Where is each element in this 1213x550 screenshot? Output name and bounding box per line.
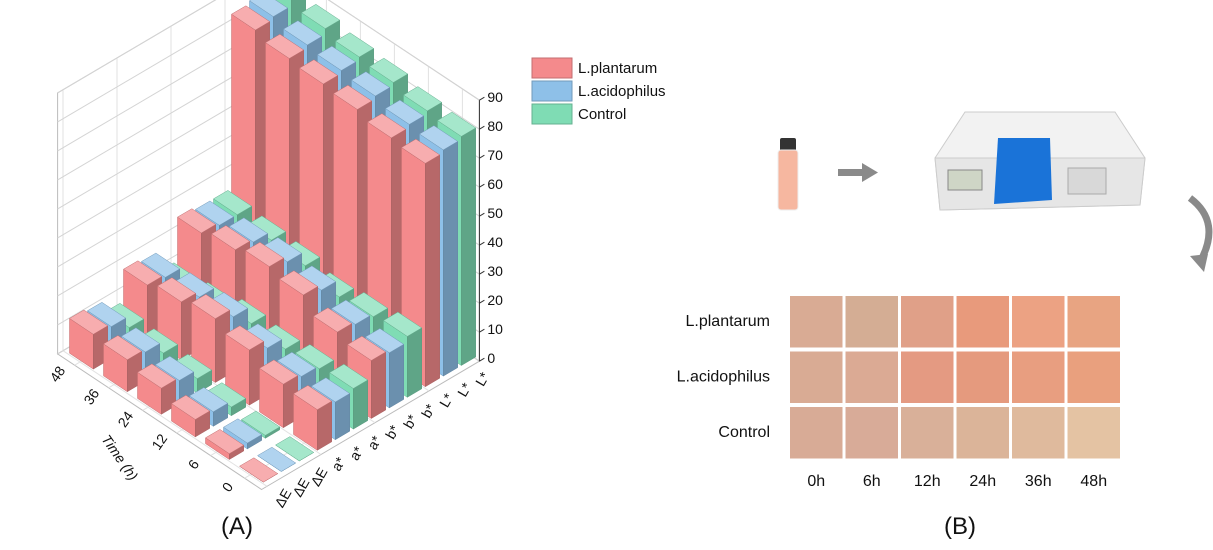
row-label: a* [346,443,367,463]
z-tick [479,97,484,100]
color-swatch [957,296,1010,348]
row-label: b* [382,422,403,442]
vial [778,138,798,210]
caption: (A) [221,513,253,540]
color-swatch [1012,296,1065,348]
color-swatch [957,407,1010,459]
color-swatch [1012,352,1065,404]
legend-swatch [532,104,572,124]
color-swatch [1012,407,1065,459]
z-tick [479,271,484,274]
time-tick-label: 12 [148,431,170,453]
column-label: 24h [969,473,996,490]
time-axis-title: Time (h) [98,432,141,484]
bar-side [425,155,439,387]
color-swatch [790,407,843,459]
legend-swatch [532,81,572,101]
bar-side [407,328,421,397]
legend-label: Control [578,106,626,123]
z-tick [479,300,484,303]
legend-swatch [532,58,572,78]
column-label: 36h [1025,473,1052,490]
time-tick-label: 6 [185,456,203,472]
z-tick-label: 20 [487,292,503,308]
legend-label: L.plantarum [578,60,657,77]
row-label: b* [418,401,439,421]
z-tick-label: 50 [487,205,503,221]
caption: (B) [944,513,976,540]
row-label: L.plantarum [686,313,771,330]
time-tick-label: 24 [114,408,136,430]
row-label: a* [328,454,349,474]
color-swatch [846,352,899,404]
z-tick-label: 10 [487,321,503,337]
column-label: 6h [863,473,881,490]
z-tick [479,213,484,216]
column-label: 12h [914,473,941,490]
z-tick [479,329,484,332]
row-label: L* [436,390,457,410]
figure-canvas: 01020304050607080900612243648Time (h)ΔEΔ… [0,0,1213,550]
time-tick-label: 36 [80,385,102,407]
arrow [838,163,878,182]
row-label: L* [454,379,475,399]
curved-arrow [1190,198,1209,272]
z-tick-label: 60 [487,176,503,192]
color-swatch [1068,352,1121,404]
z-tick [479,155,484,158]
z-tick-label: 30 [487,263,503,279]
color-swatch [901,352,954,404]
color-grid: L.plantarum L.acidophilus Control 0h 6h 12h 24… [677,296,1120,490]
bar-side [389,344,403,408]
row-label: b* [400,411,421,431]
z-tick-label: 70 [487,147,503,163]
time-tick-label: 48 [46,363,68,385]
figure: 01020304050607080900612243648Time (h)ΔEΔ… [0,0,1213,550]
z-tick [479,242,484,245]
color-swatch [846,296,899,348]
color-swatch [1068,296,1121,348]
row-label: a* [364,432,385,452]
color-swatch [957,352,1010,404]
spectrophotometer [935,112,1145,210]
row-label: Control [718,424,770,441]
column-label: 48h [1080,473,1107,490]
bar-side [461,128,475,366]
column-label: 0h [807,473,825,490]
z-tick [479,184,484,187]
color-swatch [846,407,899,459]
time-tick-label: 0 [219,479,237,495]
z-tick-label: 80 [487,118,503,134]
legend-label: L.acidophilus [578,83,666,100]
color-swatch [901,296,954,348]
bar-side [443,141,457,376]
bar-side [371,352,385,419]
color-swatch [790,296,843,348]
row-label: L.acidophilus [677,369,770,386]
color-swatch [1068,407,1121,459]
color-swatch [901,407,954,459]
z-tick-label: 40 [487,234,503,250]
z-tick [479,358,484,361]
z-tick-label: 0 [487,350,495,366]
z-tick [479,126,484,129]
row-label: L* [472,369,493,389]
color-swatch [790,352,843,404]
z-tick-label: 90 [487,89,503,105]
